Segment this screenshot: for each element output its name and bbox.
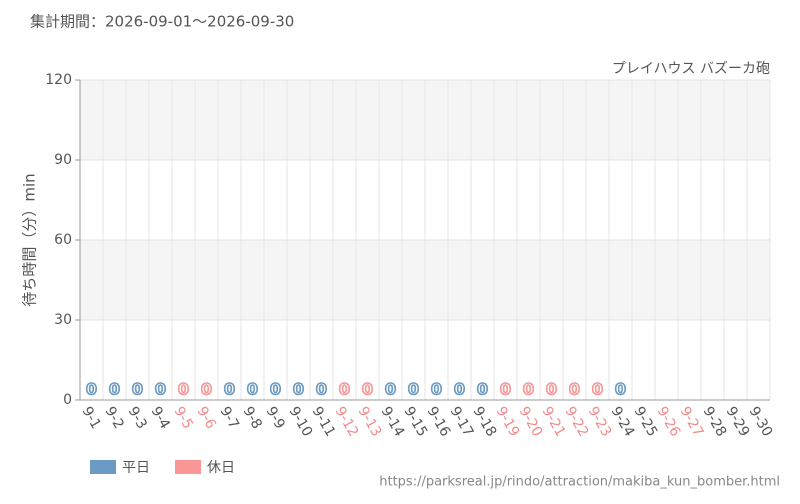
x-tick-label: 9-29	[723, 404, 753, 440]
data-label: 0	[155, 380, 166, 399]
x-tick-label: 9-26	[654, 404, 684, 440]
y-axis-label: 待ち時間（分）min	[21, 173, 39, 306]
x-tick-label: 9-19	[493, 404, 523, 440]
x-tick-label: 9-24	[608, 404, 638, 440]
x-tick-label: 9-30	[746, 404, 776, 440]
data-label: 0	[477, 380, 488, 399]
x-tick-label: 9-12	[332, 404, 362, 440]
legend-swatch	[175, 460, 201, 474]
x-tick-label: 9-27	[677, 404, 707, 440]
data-label: 0	[500, 380, 511, 399]
source-url: https://parksreal.jp/rindo/attraction/ma…	[379, 475, 780, 490]
x-tick-label: 9-23	[585, 404, 615, 440]
data-label: 0	[569, 380, 580, 399]
x-tick-label: 9-21	[539, 404, 569, 440]
data-label: 0	[523, 380, 534, 399]
y-tick-label: 120	[45, 72, 72, 88]
chart-title: 集計期間：2026-09-01～2026-09-30	[30, 13, 294, 31]
x-tick-label: 9-16	[424, 404, 454, 440]
data-label: 0	[316, 380, 327, 399]
x-tick-label: 9-5	[171, 404, 196, 432]
data-label: 0	[224, 380, 235, 399]
data-label: 0	[408, 380, 419, 399]
data-label: 0	[86, 380, 97, 399]
x-tick-label: 9-15	[401, 404, 431, 440]
x-tick-label: 9-28	[700, 404, 730, 440]
x-tick-label: 9-6	[194, 404, 219, 432]
data-label: 0	[615, 380, 626, 399]
x-tick-label: 9-22	[562, 404, 592, 440]
data-label: 0	[293, 380, 304, 399]
x-tick-label: 9-18	[470, 404, 500, 440]
x-tick-label: 9-11	[309, 404, 339, 440]
data-label: 0	[454, 380, 465, 399]
x-tick-label: 9-3	[125, 404, 150, 432]
data-label: 0	[546, 380, 557, 399]
x-tick-label: 9-8	[240, 404, 265, 432]
data-label: 0	[339, 380, 350, 399]
data-label: 0	[132, 380, 143, 399]
data-label: 0	[109, 380, 120, 399]
data-label: 0	[431, 380, 442, 399]
x-tick-label: 9-20	[516, 404, 546, 440]
y-tick-label: 90	[54, 152, 72, 168]
data-label: 0	[270, 380, 281, 399]
legend-label: 平日	[122, 460, 150, 476]
data-label: 0	[592, 380, 603, 399]
chart-subtitle: プレイハウス バズーカ砲	[612, 61, 770, 77]
x-tick-label: 9-4	[148, 404, 173, 432]
x-tick-label: 9-14	[378, 404, 408, 440]
x-tick-label: 9-9	[263, 404, 288, 432]
x-tick-label: 9-10	[286, 404, 316, 440]
data-label: 0	[385, 380, 396, 399]
x-tick-label: 9-13	[355, 404, 385, 440]
data-label: 0	[247, 380, 258, 399]
data-label: 0	[201, 380, 212, 399]
x-tick-label: 9-25	[631, 404, 661, 440]
x-tick-label: 9-17	[447, 404, 477, 440]
y-tick-label: 60	[54, 232, 72, 248]
legend-label: 休日	[207, 460, 235, 476]
x-tick-label: 9-7	[217, 404, 242, 432]
x-tick-label: 9-1	[79, 404, 104, 432]
y-tick-label: 30	[54, 312, 72, 328]
y-tick-label: 0	[63, 392, 72, 408]
legend-swatch	[90, 460, 116, 474]
data-label: 0	[362, 380, 373, 399]
data-label: 0	[178, 380, 189, 399]
x-tick-label: 9-2	[102, 404, 127, 432]
